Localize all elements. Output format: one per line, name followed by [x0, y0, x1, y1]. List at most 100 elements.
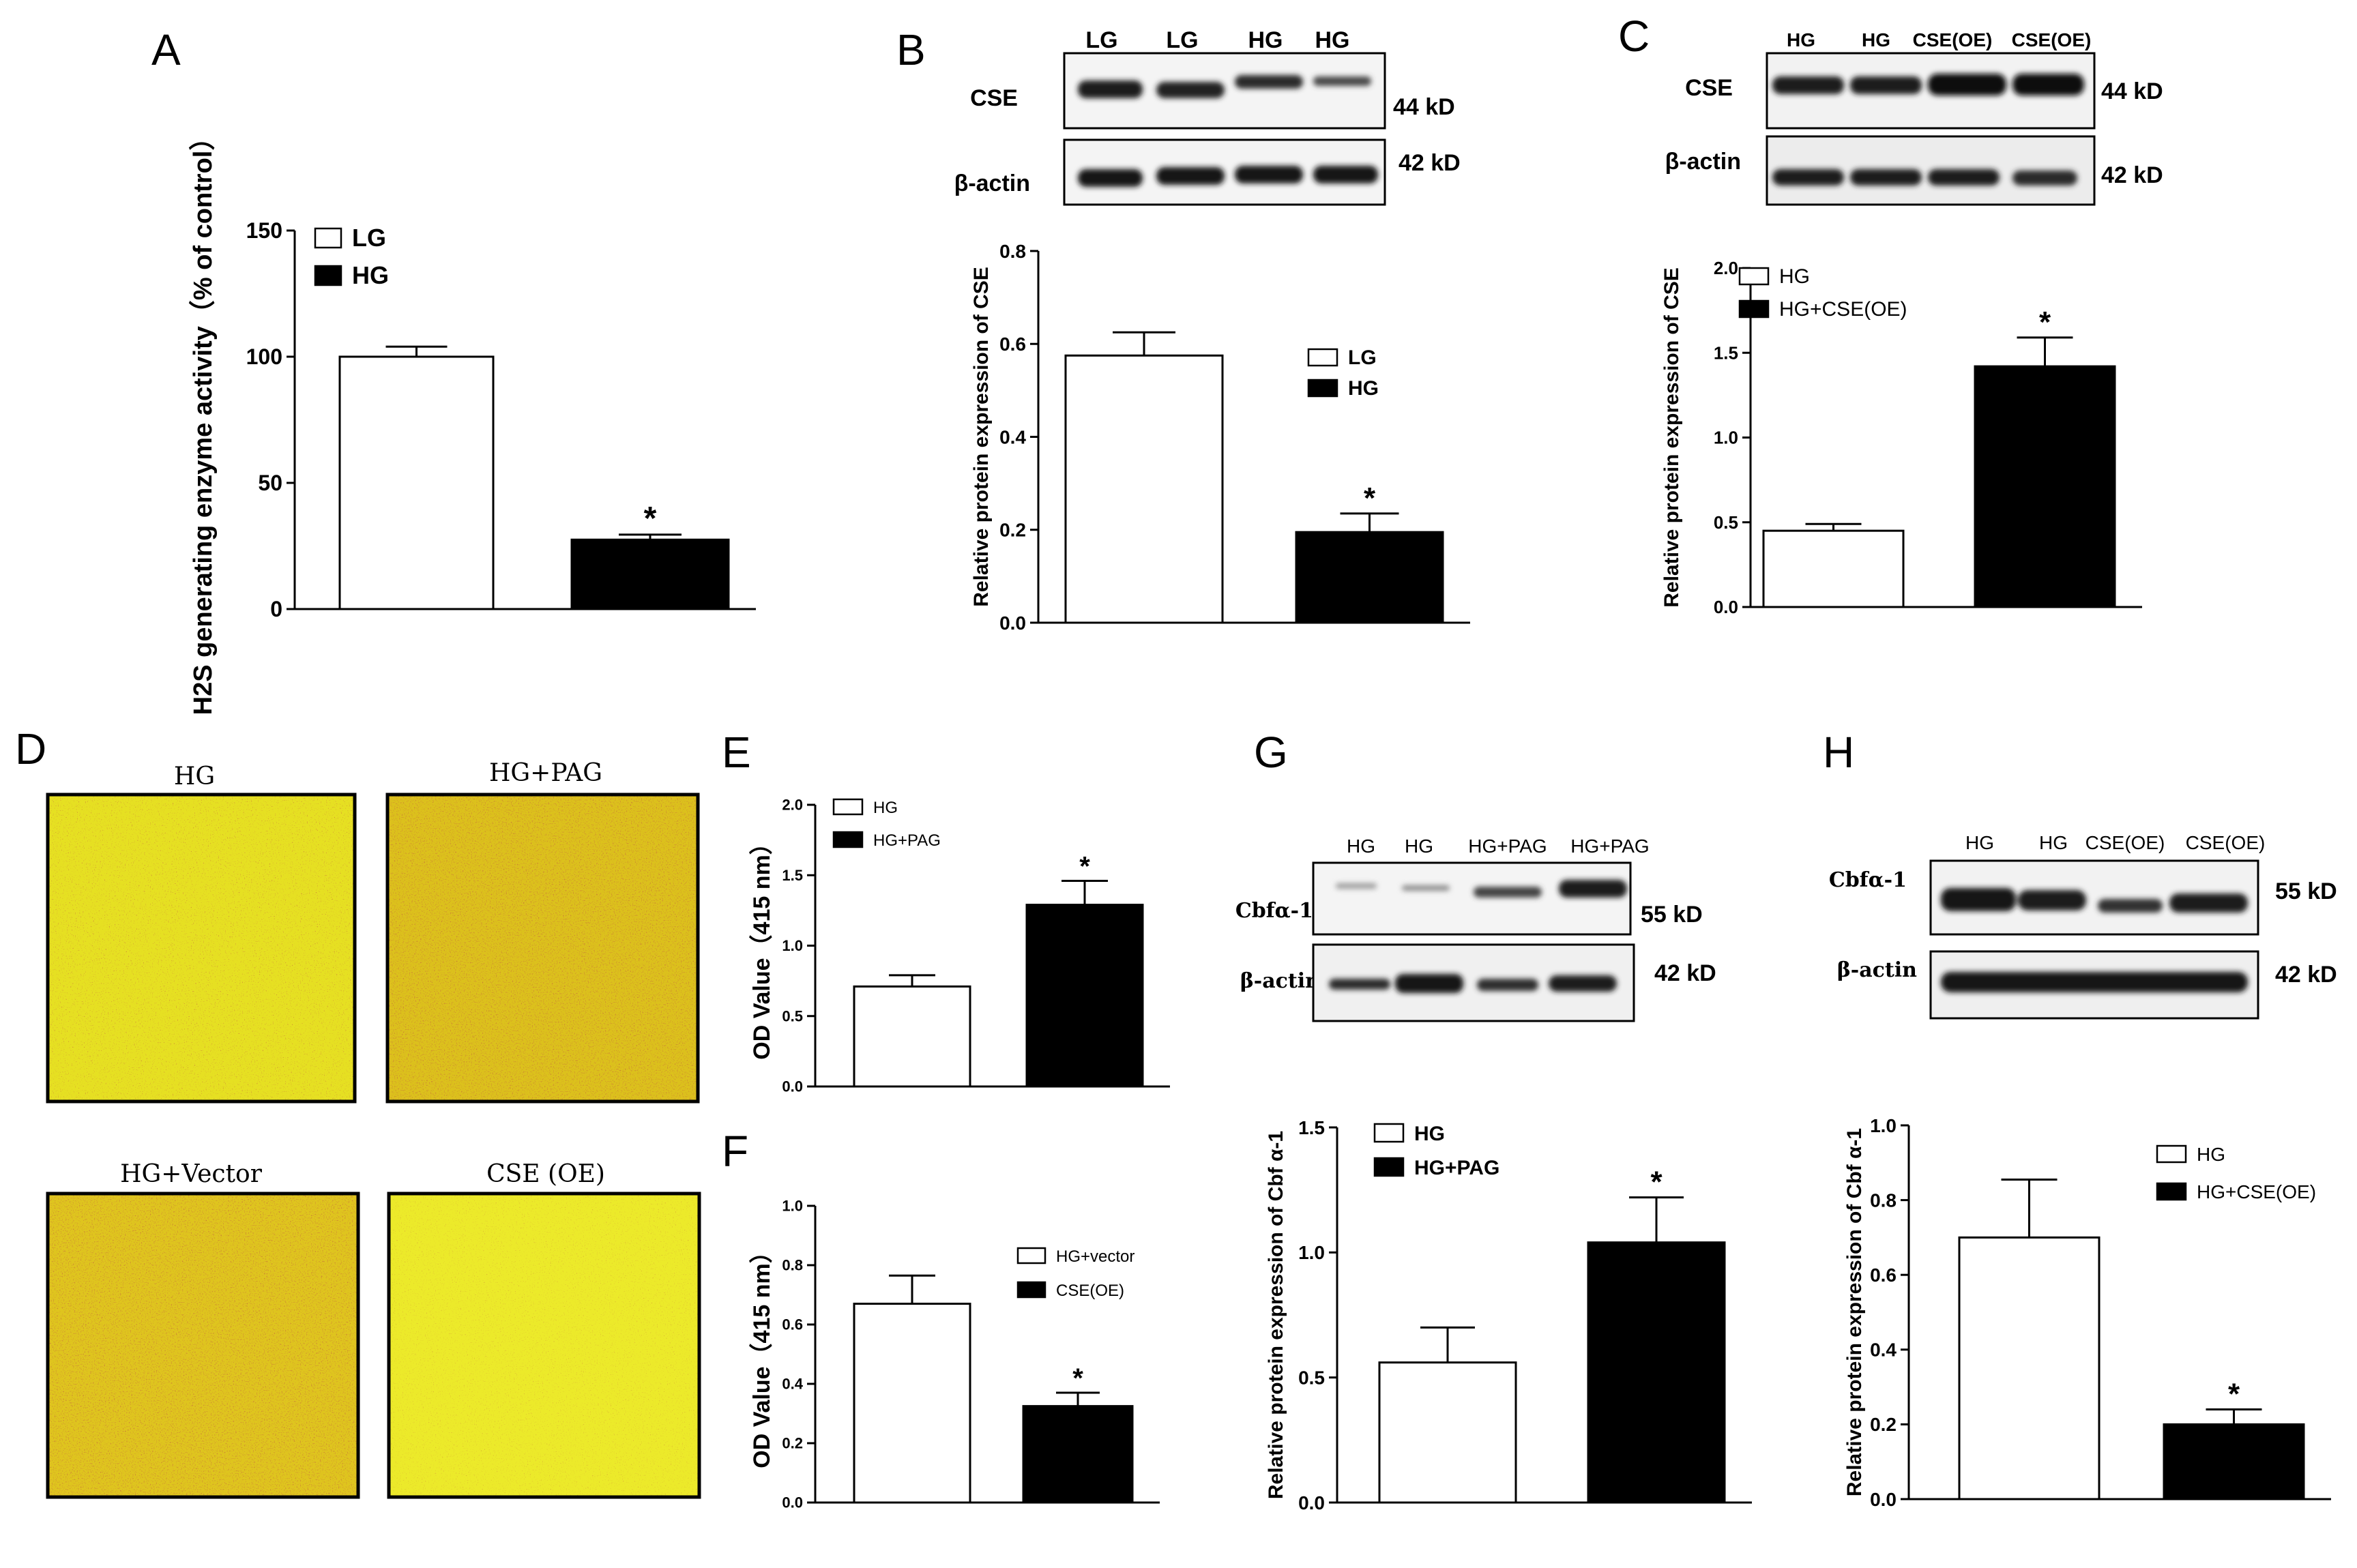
panel-letter-f: F: [722, 1127, 748, 1176]
panel-letter-h: H: [1823, 728, 1854, 777]
y-tick-label: 0.2: [999, 520, 1026, 541]
panel-letter-c: C: [1618, 12, 1650, 61]
blot-h-band: [1941, 972, 2248, 992]
significance-marker: *: [1364, 482, 1376, 515]
y-tick-label: 0: [270, 597, 282, 621]
blot-g-band: [1474, 887, 1542, 898]
alizarin-stain-panel: HG HG+PAG HG+Vector CSE (OE): [46, 759, 701, 1499]
blot-g-row-cbfa: Cbfα-1: [1235, 899, 1313, 923]
legend-label: HG: [873, 799, 898, 817]
blot-b-lane-2: LG: [1166, 27, 1198, 53]
blot-b-band: [1156, 82, 1225, 98]
legend-swatch: [1016, 1281, 1046, 1299]
y-tick-label: 0.8: [999, 241, 1026, 262]
y-tick-label: 1.0: [1298, 1242, 1325, 1263]
stain-label-hg: HG: [174, 763, 215, 790]
y-axis-label: Relative protein expression of Cbf α-1: [1843, 1128, 1866, 1496]
blot-b-band: [1313, 166, 1378, 183]
stain-image-hg: [46, 793, 357, 1104]
bar-lg: [1064, 354, 1224, 624]
y-tick-label: 1.0: [782, 937, 803, 954]
blot-h-band: [2098, 899, 2163, 913]
significance-marker: *: [2228, 1377, 2240, 1410]
bar-cse-oe-: [1022, 1405, 1134, 1504]
stain-image-hg-vector: [46, 1192, 360, 1499]
bar-hg-cse-oe-: [1974, 365, 2116, 608]
blot-h-lane-1: HG: [1965, 832, 1994, 853]
blot-h-band: [1941, 888, 2016, 911]
legend-label: HG+CSE(OE): [1779, 298, 1907, 321]
y-tick-label: 2.0: [782, 797, 803, 814]
blot-c-lane-3: CSE(OE): [1913, 29, 1993, 50]
blot-c-band: [2012, 171, 2077, 186]
y-tick-label: 0.6: [782, 1316, 803, 1333]
blot-h-lane-3: CSE(OE): [2085, 832, 2165, 853]
significance-marker: *: [1079, 852, 1090, 882]
blot-g-band: [1477, 979, 1538, 991]
bar-hg-vector: [853, 1303, 971, 1504]
blot-b-lane-3: HG: [1248, 27, 1283, 53]
legend-label: HG: [1779, 265, 1810, 288]
legend-label: HG+PAG: [873, 831, 941, 850]
blot-c-lane-4: CSE(OE): [2012, 29, 2092, 50]
bar-chart-c: 0.0 0.5 1.0 1.5 2.0 Relative protein expressi…: [1660, 258, 2142, 617]
legend-swatch: [832, 798, 864, 816]
y-tick-label: 0.5: [782, 1007, 803, 1024]
y-tick-label: 0.0: [999, 612, 1026, 634]
blot-c-band: [1772, 169, 1844, 186]
legend-swatch: [314, 265, 342, 286]
western-blot-g: HG HG HG+PAG HG+PAG Cbfα-1 β-actin 55 kD…: [1235, 835, 1716, 1022]
bar-chart-g: 0.0 0.5 1.0 1.5 Relative protein expression …: [1265, 1117, 1752, 1513]
legend-label: LG: [352, 224, 386, 252]
legend-label: HG+vector: [1056, 1247, 1134, 1266]
legend-label: HG: [1348, 377, 1379, 400]
blot-b-band: [1078, 169, 1143, 187]
y-tick-label: 150: [246, 218, 282, 243]
y-tick-label: 0.8: [1870, 1189, 1897, 1211]
blot-b-lane-1: LG: [1085, 27, 1117, 53]
y-tick-label: 1.5: [1298, 1117, 1325, 1138]
legend-swatch: [2156, 1182, 2187, 1201]
legend-swatch: [1738, 267, 1770, 286]
significance-marker: *: [2039, 306, 2051, 339]
y-axis-label: H2S generating enzyme activity（% of cont…: [189, 125, 218, 715]
panel-letter-g: G: [1254, 728, 1288, 777]
bar-hg-pag: [1025, 904, 1144, 1088]
y-tick-label: 0.2: [782, 1435, 803, 1452]
blot-g-lane-4: HG+PAG: [1570, 835, 1649, 857]
blot-b-band: [1078, 80, 1143, 98]
y-tick-label: 0.0: [782, 1494, 803, 1511]
stain-label-hg-vector: HG+Vector: [120, 1160, 263, 1188]
blot-h-row-actin: β-actin: [1837, 958, 1917, 982]
legend-label: CSE(OE): [1056, 1282, 1124, 1300]
y-tick-label: 0.0: [1298, 1492, 1325, 1513]
blot-b-size-1: 44 kD: [1393, 94, 1455, 120]
legend-swatch: [832, 831, 864, 848]
blot-g-membrane-top: [1312, 861, 1632, 936]
blot-g-size-1: 55 kD: [1641, 902, 1703, 928]
y-tick-label: 0.8: [782, 1257, 803, 1274]
blot-g-band: [1336, 883, 1377, 889]
y-tick-label: 0.4: [782, 1376, 803, 1393]
y-axis-label: OD Value（415 nm）: [748, 1240, 775, 1468]
panel-letter-e: E: [722, 728, 751, 777]
blot-h-band: [2018, 890, 2086, 911]
y-tick-label: 1.0: [782, 1198, 803, 1215]
significance-marker: *: [644, 501, 657, 537]
blot-g-band: [1559, 880, 1627, 898]
blot-c-size-1: 44 kD: [2101, 78, 2163, 104]
blot-g-lane-2: HG: [1405, 835, 1433, 857]
y-tick-label: 1.5: [1714, 342, 1738, 363]
bar-hg: [1762, 529, 1905, 608]
bar-lg: [338, 355, 495, 610]
y-axis-label: Relative protein expression of CSE: [1660, 267, 1683, 607]
y-tick-label: 1.5: [782, 867, 803, 884]
blot-g-lane-1: HG: [1347, 835, 1375, 857]
blot-g-lane-3: HG+PAG: [1468, 835, 1547, 857]
blot-c-lane-2: HG: [1862, 29, 1890, 50]
legend-swatch: [314, 227, 342, 249]
bar-chart-b: 0.0 0.2 0.4 0.6 0.8 Relative protein expressi…: [970, 241, 1470, 634]
western-blot-h: HG HG CSE(OE) CSE(OE) Cbfα-1 β-actin 55 …: [1829, 832, 2337, 1020]
y-tick-label: 0.0: [1870, 1489, 1897, 1510]
